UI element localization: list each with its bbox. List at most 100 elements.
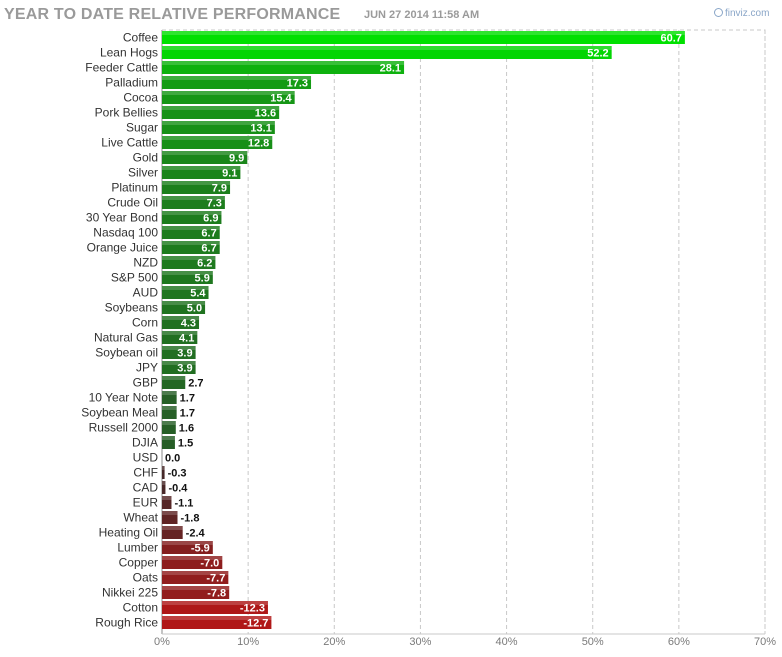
category-label: Natural Gas: [94, 331, 158, 345]
value-label: 3.9: [177, 363, 192, 375]
value-label: 5.0: [187, 303, 202, 315]
value-label: -7.8: [207, 588, 226, 600]
bar[interactable]: [162, 196, 225, 209]
bar-highlight: [162, 481, 166, 485]
x-tick-label: 40%: [496, 636, 518, 648]
value-label: 7.9: [212, 183, 227, 195]
bar[interactable]: [162, 496, 172, 509]
bar-highlight: [162, 301, 206, 305]
category-label: NZD: [133, 256, 158, 270]
value-label: 7.3: [207, 198, 222, 210]
bar-highlight: [162, 31, 685, 35]
x-tick-label: 50%: [582, 636, 604, 648]
category-label: Silver: [128, 166, 158, 180]
bar[interactable]: [162, 481, 166, 494]
value-label: 2.7: [188, 378, 203, 390]
bar-highlight: [162, 241, 220, 245]
bar[interactable]: [162, 166, 241, 179]
x-tick-label: 30%: [409, 636, 431, 648]
bar[interactable]: [162, 556, 223, 569]
category-label: Lean Hogs: [100, 46, 158, 60]
value-label: 1.5: [178, 438, 193, 450]
bar[interactable]: [162, 391, 177, 404]
value-label: -7.0: [200, 558, 219, 570]
bar[interactable]: [162, 121, 275, 134]
category-label: GBP: [133, 376, 158, 390]
bar[interactable]: [162, 211, 222, 224]
bar[interactable]: [162, 271, 213, 284]
value-label: -12.3: [240, 603, 265, 615]
category-label: Orange Juice: [87, 241, 159, 255]
category-label: DJIA: [132, 436, 158, 450]
bar[interactable]: [162, 331, 198, 344]
category-label: Cocoa: [123, 91, 158, 105]
bar[interactable]: [162, 571, 229, 584]
category-label: Live Cattle: [101, 136, 158, 150]
value-label: 60.7: [660, 33, 681, 45]
bar-highlight: [162, 466, 165, 470]
value-label: 6.7: [201, 228, 216, 240]
category-label: Soybeans: [105, 301, 158, 315]
bar[interactable]: [162, 301, 206, 314]
bar[interactable]: [162, 256, 216, 269]
category-label: Cotton: [123, 601, 158, 615]
bar[interactable]: [162, 106, 280, 119]
bar-highlight: [162, 106, 280, 110]
x-tick-label: 70%: [754, 636, 776, 648]
category-label: CHF: [133, 466, 158, 480]
bar[interactable]: [162, 436, 175, 449]
bar-highlight: [162, 376, 186, 380]
bar[interactable]: [162, 316, 200, 329]
bar[interactable]: [162, 61, 405, 74]
bar[interactable]: [162, 286, 209, 299]
category-label: Sugar: [126, 121, 158, 135]
timestamp: JUN 27 2014 11:58 AM: [364, 9, 480, 21]
bar[interactable]: [162, 361, 196, 374]
value-label: 15.4: [270, 93, 292, 105]
bar[interactable]: [162, 226, 220, 239]
bar[interactable]: [162, 466, 165, 479]
value-label: -0.4: [168, 483, 188, 495]
bar[interactable]: [162, 541, 213, 554]
value-label: 4.1: [179, 333, 194, 345]
category-label: Rough Rice: [95, 616, 158, 630]
bar[interactable]: [162, 181, 231, 194]
category-label: Corn: [132, 316, 158, 330]
bar[interactable]: [162, 46, 612, 59]
bar-highlight: [162, 346, 196, 350]
bar[interactable]: [162, 511, 178, 524]
category-label: 30 Year Bond: [86, 211, 158, 225]
bar-highlight: [162, 316, 200, 320]
bar-highlight: [162, 511, 178, 515]
bar[interactable]: [162, 616, 272, 629]
category-label: Soybean oil: [95, 346, 158, 360]
bar[interactable]: [162, 241, 220, 254]
brand-link[interactable]: finviz.com: [714, 8, 769, 19]
bar[interactable]: [162, 346, 196, 359]
value-label: -0.3: [168, 468, 187, 480]
category-label: CAD: [133, 481, 159, 495]
grid-lines: [161, 29, 766, 635]
value-label: -1.8: [181, 513, 200, 525]
bar[interactable]: [162, 31, 685, 44]
bar[interactable]: [162, 151, 248, 164]
bar[interactable]: [162, 421, 176, 434]
bar[interactable]: [162, 136, 273, 149]
bar-highlight: [162, 541, 213, 545]
bar[interactable]: [162, 586, 230, 599]
bar-highlight: [162, 421, 176, 425]
bar[interactable]: [162, 406, 177, 419]
bar[interactable]: [162, 76, 312, 89]
bar-highlight: [162, 556, 223, 560]
category-label: Wheat: [123, 511, 158, 525]
bar-highlight: [162, 436, 175, 440]
value-label: 13.1: [250, 123, 271, 135]
category-label: Lumber: [117, 541, 158, 555]
bar[interactable]: [162, 91, 295, 104]
category-label: Soybean Meal: [81, 406, 158, 420]
bar[interactable]: [162, 526, 183, 539]
bar[interactable]: [162, 376, 186, 389]
bar[interactable]: [162, 601, 268, 614]
category-label: 10 Year Note: [89, 391, 159, 405]
value-label: 52.2: [587, 48, 608, 60]
